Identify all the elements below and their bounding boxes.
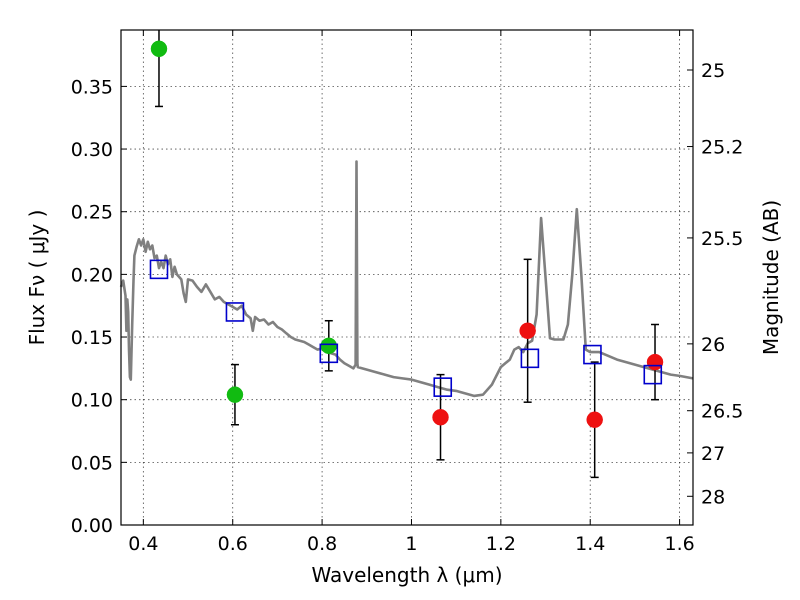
green-point (320, 337, 338, 355)
y-tick-label: 0.35 (71, 76, 113, 98)
model-square-point (643, 364, 663, 385)
right-y-axis-label: Magnitude (AB) (759, 200, 783, 355)
x-tick-label: 1 (405, 533, 417, 555)
model-square-point (520, 348, 540, 369)
y-tick-label: 0.10 (71, 390, 113, 412)
red-point (519, 322, 536, 340)
right-y-tick-label: 28 (701, 486, 725, 508)
y-tick-label: 0.20 (71, 264, 113, 286)
model-square-point (583, 344, 602, 365)
y-axis-label: Flux Fν ( μJy ) (25, 210, 49, 346)
model-square-point (319, 343, 339, 364)
right-y-tick-label: 25.5 (701, 228, 743, 250)
x-tick-label: 0.6 (218, 533, 248, 555)
red-point (432, 408, 449, 426)
grid (121, 30, 693, 525)
x-tick-label: 1.4 (575, 533, 605, 555)
error-bars (154, 30, 660, 479)
model-line (119, 160, 694, 398)
x-tick-label: 1.6 (664, 533, 694, 555)
right-y-tick-label: 26.5 (701, 401, 743, 423)
model-square-point (433, 377, 453, 397)
y-tick-label: 0.05 (71, 452, 113, 474)
axis-ticks: 0.4 0.6 0.8 1 1.2 1.4 1.6 0.00 0.05 0.10 0.15 0.20 0… (71, 30, 743, 555)
y-tick-label: 0.15 (71, 327, 113, 349)
model-spectrum (119, 160, 694, 398)
y-tick-label: 0.00 (71, 515, 113, 537)
model-square-point (149, 259, 169, 280)
x-tick-label: 1.2 (486, 533, 516, 555)
data-points (149, 40, 664, 428)
green-point (226, 386, 244, 403)
right-y-tick-label: 25 (701, 60, 725, 82)
x-tick-label: 0.4 (128, 533, 158, 555)
x-tick-label: 0.8 (307, 533, 337, 555)
right-y-tick-label: 26 (701, 334, 725, 356)
y-tick-label: 0.25 (71, 202, 113, 224)
x-axis-label: Wavelength λ (μm) (311, 563, 502, 587)
green-point (150, 40, 168, 58)
model-square-point (225, 302, 245, 322)
plot-frame (120, 29, 694, 526)
red-point (586, 411, 603, 428)
right-y-tick-label: 25.2 (701, 137, 743, 159)
right-y-tick-label: 27 (701, 443, 725, 465)
y-tick-label: 0.30 (71, 139, 113, 161)
